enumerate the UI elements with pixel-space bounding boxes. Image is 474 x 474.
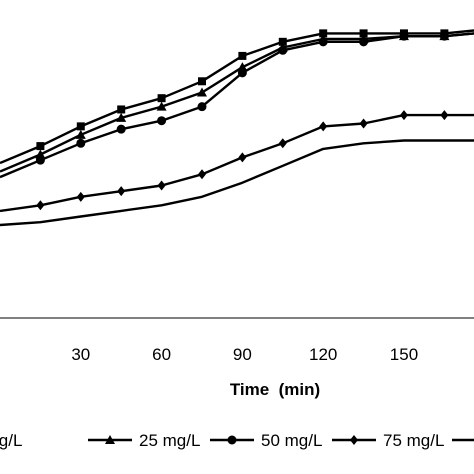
legend: 10 mg/L 25 mg/L 50 mg/L 75 mg/L 100 mg/L <box>0 431 474 450</box>
data-point <box>36 142 45 151</box>
series-2 <box>0 31 474 173</box>
data-point <box>157 180 166 191</box>
data-point <box>237 68 247 78</box>
series-line <box>0 139 474 227</box>
series-3 <box>0 31 474 179</box>
series-line <box>0 32 474 179</box>
data-point <box>359 37 369 47</box>
data-point <box>359 118 368 129</box>
data-point <box>156 101 167 111</box>
data-point <box>278 37 287 46</box>
data-point <box>76 191 85 202</box>
data-point <box>75 129 86 139</box>
data-point <box>116 124 126 134</box>
data-point <box>278 45 288 55</box>
legend-item: 25 mg/L <box>88 431 200 450</box>
data-point <box>196 87 207 97</box>
data-point <box>197 169 206 180</box>
series-line <box>0 32 474 173</box>
data-point <box>197 102 207 112</box>
legend-marker <box>227 435 237 445</box>
data-point <box>318 37 328 47</box>
data-point <box>35 155 45 165</box>
legend-label: 25 mg/L <box>139 431 200 450</box>
data-point <box>238 51 247 60</box>
data-point <box>36 200 45 211</box>
legend-item: 10 mg/L <box>0 431 22 450</box>
data-point <box>35 149 46 159</box>
series-line <box>0 29 474 165</box>
plot-area: 30 60 90 120 150 <box>0 29 474 364</box>
data-point <box>197 77 206 86</box>
series-line <box>0 113 474 213</box>
data-point <box>76 138 86 148</box>
x-tick-label: 150 <box>390 345 418 364</box>
data-point <box>116 112 127 122</box>
legend-label: 50 mg/L <box>261 431 322 450</box>
data-point <box>237 62 248 72</box>
data-point <box>359 29 368 38</box>
series-layer <box>0 29 474 227</box>
data-point <box>157 116 167 126</box>
legend-marker <box>105 435 115 444</box>
x-axis-title: Time (min) <box>230 380 320 399</box>
data-point <box>319 29 328 38</box>
legend-label: 75 mg/L <box>383 431 444 450</box>
x-ticks: 30 60 90 120 150 <box>71 345 418 364</box>
legend-item: 75 mg/L <box>332 431 444 450</box>
data-point <box>399 31 409 41</box>
data-point <box>278 138 287 149</box>
legend-marker <box>350 435 358 445</box>
legend-item: 50 mg/L <box>210 431 322 450</box>
data-point <box>117 186 126 197</box>
data-point <box>399 110 408 121</box>
data-point <box>440 110 449 121</box>
series-1 <box>0 29 474 165</box>
legend-item: 100 mg/L <box>452 438 474 442</box>
data-point <box>238 152 247 163</box>
legend-label: 10 mg/L <box>0 431 22 450</box>
data-point <box>319 121 328 132</box>
data-point <box>439 31 449 41</box>
data-point <box>76 122 85 131</box>
x-tick-label: 90 <box>233 345 252 364</box>
x-tick-label: 120 <box>309 345 337 364</box>
data-point <box>117 105 126 114</box>
x-tick-label: 60 <box>152 345 171 364</box>
series-4 <box>0 110 474 213</box>
data-point <box>157 94 166 103</box>
series-5 <box>0 139 474 227</box>
x-tick-label: 30 <box>71 345 90 364</box>
